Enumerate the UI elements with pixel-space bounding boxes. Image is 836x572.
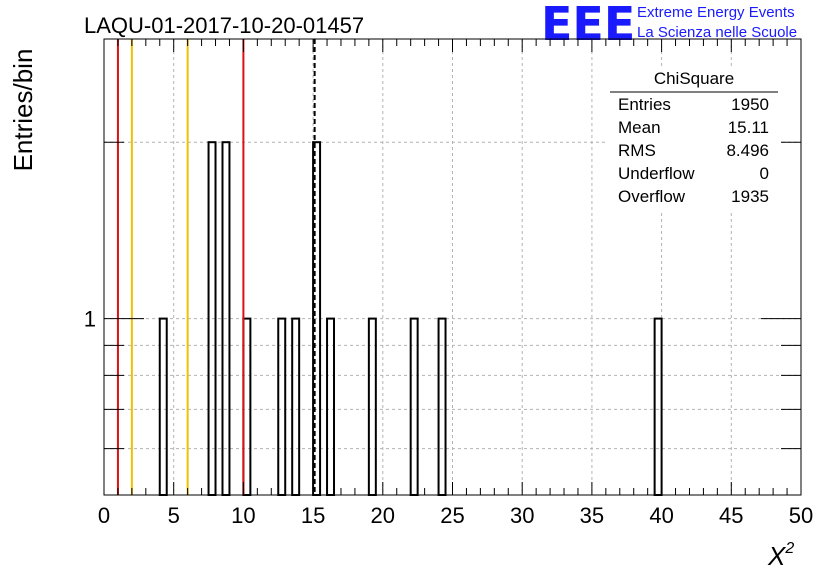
x-axis-title: X2 (767, 540, 794, 571)
x-tick-label: 15 (301, 503, 325, 528)
x-tick-label: 5 (168, 503, 180, 528)
stats-label-overflow: Overflow (618, 187, 686, 206)
y-tick-label: 1 (84, 307, 96, 332)
stats-value-underflow: 0 (760, 164, 769, 183)
stats-label-rms: RMS (618, 141, 656, 160)
stats-box: ChiSquare Entries 1950 Mean 15.11 RMS 8.… (608, 68, 780, 210)
x-tick-label: 35 (580, 503, 604, 528)
stats-value-mean: 15.11 (728, 118, 769, 137)
stats-label-mean: Mean (618, 118, 661, 137)
x-tick-label: 30 (510, 503, 534, 528)
x-tick-label: 0 (98, 503, 110, 528)
stats-value-entries: 1950 (731, 95, 769, 114)
y-axis-ticks: 1 (84, 38, 801, 450)
marker-lines (116, 39, 316, 495)
x-tick-label: 40 (649, 503, 673, 528)
stats-value-overflow: 1935 (731, 187, 769, 206)
logo-line-2: La Scienza nelle Scuole (637, 24, 797, 41)
logo-line-1: Extreme Energy Events (637, 4, 795, 21)
stats-value-rms: 8.496 (726, 141, 769, 160)
x-axis-title-superscript: 2 (784, 540, 794, 557)
stats-label-entries: Entries (618, 95, 671, 114)
x-axis-ticks: 0 5 10 15 20 25 30 35 40 45 50 (98, 39, 813, 528)
chart-title: LAQU-01-2017-10-20-01457 (84, 13, 364, 38)
x-tick-label: 45 (719, 503, 743, 528)
stats-box-title: ChiSquare (654, 69, 734, 88)
experiment-logo: EEE Extreme Energy Events La Scienza nel… (541, 0, 797, 51)
logo-mark: EEE (541, 0, 635, 51)
stats-label-underflow: Underflow (618, 164, 695, 183)
x-tick-label: 20 (371, 503, 395, 528)
x-tick-label: 50 (789, 503, 813, 528)
x-tick-label: 25 (440, 503, 464, 528)
x-tick-label: 10 (231, 503, 255, 528)
y-axis-title: Entries/bin (8, 49, 38, 172)
x-axis-title-main: X (767, 541, 787, 571)
